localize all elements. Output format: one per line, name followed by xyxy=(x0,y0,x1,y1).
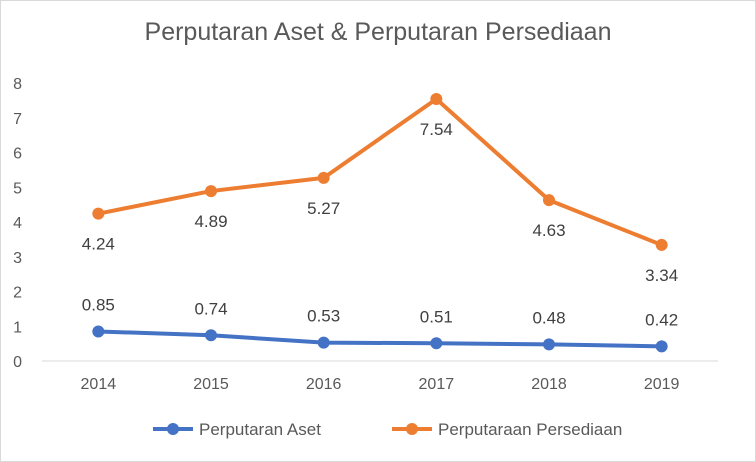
y-tick-label: 8 xyxy=(13,76,22,93)
data-point xyxy=(92,207,105,220)
data-point xyxy=(92,325,105,338)
data-point xyxy=(543,194,555,207)
y-tick-label: 7 xyxy=(13,111,22,128)
data-point xyxy=(430,92,443,105)
data-point xyxy=(430,337,443,350)
legend: Perputaran Aset Perputaraan Persediaan xyxy=(153,420,622,439)
data-point xyxy=(655,238,668,251)
data-labels: 0.85 0.74 0.53 0.51 0.48 0.42 4.24 4.89 5.27 7.54… xyxy=(82,120,678,329)
y-tick-label: 2 xyxy=(13,285,22,302)
x-axis-ticks: 2014 2015 2016 2017 2018 2019 xyxy=(81,376,680,393)
data-label: 4.89 xyxy=(194,212,227,231)
legend-marker xyxy=(167,423,179,435)
x-tick-label: 2017 xyxy=(419,376,455,393)
data-label: 4.63 xyxy=(532,221,565,240)
series-line xyxy=(96,329,664,349)
y-tick-label: 1 xyxy=(13,319,22,336)
data-point xyxy=(317,171,330,184)
data-label: 0.53 xyxy=(307,307,340,326)
data-label: 0.85 xyxy=(82,295,115,314)
x-tick-label: 2016 xyxy=(306,376,342,393)
data-label: 0.51 xyxy=(420,307,453,326)
series-line xyxy=(96,96,664,247)
data-label: 0.74 xyxy=(194,299,227,318)
y-tick-label: 3 xyxy=(13,250,22,267)
y-tick-label: 4 xyxy=(13,215,22,232)
data-point xyxy=(317,336,330,349)
chart-title: Perputaran Aset & Perputaran Persediaan xyxy=(144,18,612,46)
data-point xyxy=(543,338,555,351)
data-label: 0.42 xyxy=(645,310,678,329)
legend-marker xyxy=(406,423,418,435)
data-label: 0.48 xyxy=(532,308,565,327)
x-tick-label: 2015 xyxy=(193,376,229,393)
y-tick-label: 5 xyxy=(13,180,22,197)
data-point xyxy=(205,185,217,198)
y-axis-ticks: 0 1 2 3 4 5 6 7 8 xyxy=(13,76,22,371)
series-layer xyxy=(92,92,668,353)
legend-label: Perputaran Aset xyxy=(199,420,321,439)
legend-label: Perputaraan Persediaan xyxy=(438,420,622,439)
y-tick-label: 6 xyxy=(13,146,22,163)
data-label: 3.34 xyxy=(645,266,678,285)
data-label: 7.54 xyxy=(420,120,453,139)
x-tick-label: 2014 xyxy=(81,376,117,393)
data-label: 5.27 xyxy=(307,199,340,218)
data-point xyxy=(205,329,217,342)
y-tick-label: 0 xyxy=(13,354,22,371)
x-tick-label: 2018 xyxy=(531,376,567,393)
x-tick-label: 2019 xyxy=(644,376,680,393)
data-label: 4.24 xyxy=(82,235,115,254)
data-point xyxy=(655,340,668,353)
